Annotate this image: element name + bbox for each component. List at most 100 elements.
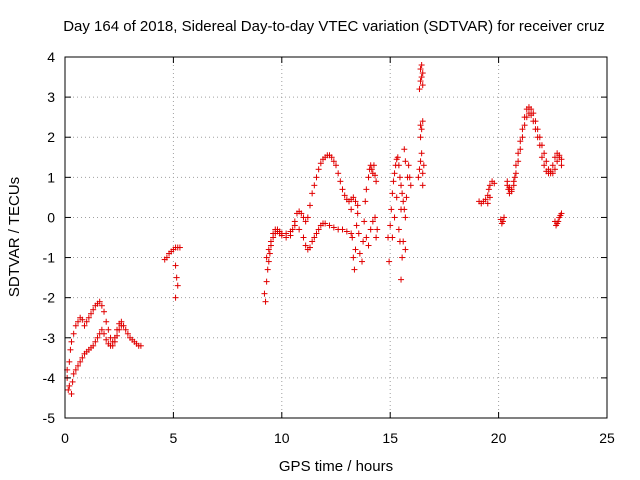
data-point [262, 298, 269, 305]
data-point [341, 192, 348, 199]
data-point [309, 238, 316, 245]
y-tick-label: 4 [47, 49, 55, 65]
data-point [176, 244, 183, 251]
data-point [394, 154, 401, 161]
data-point [330, 158, 337, 165]
data-point [555, 218, 562, 225]
data-point [419, 118, 426, 125]
data-point [499, 218, 506, 225]
data-point [528, 112, 535, 119]
data-point [326, 222, 333, 229]
data-point [66, 358, 73, 365]
data-point [417, 122, 424, 129]
data-point [263, 254, 270, 261]
y-tick-label: 2 [47, 129, 55, 145]
data-point [399, 254, 406, 261]
data-point [389, 190, 396, 197]
data-point [391, 214, 398, 221]
data-point [296, 226, 303, 233]
data-point [419, 82, 426, 89]
data-point [109, 342, 116, 349]
data-point [396, 174, 403, 181]
data-point [298, 210, 305, 217]
data-point [352, 198, 359, 205]
data-point [313, 230, 320, 237]
data-point [266, 250, 273, 257]
data-point [350, 194, 357, 201]
data-point [302, 242, 309, 249]
data-point [515, 150, 522, 157]
x-tick-label: 5 [170, 430, 178, 446]
data-point [79, 354, 86, 361]
data-point [174, 282, 181, 289]
data-point [398, 206, 405, 213]
data-point [387, 222, 394, 229]
y-tick-label: 0 [47, 209, 55, 225]
data-point [508, 186, 515, 193]
y-tick-label: -1 [43, 250, 56, 266]
data-point [485, 186, 492, 193]
data-point [372, 172, 379, 179]
data-point [122, 326, 129, 333]
data-point [416, 166, 423, 173]
data-point [349, 234, 356, 241]
data-point [111, 338, 118, 345]
data-point [401, 146, 408, 153]
data-point [547, 168, 554, 175]
y-tick-label: 1 [47, 169, 55, 185]
data-point [263, 278, 270, 285]
data-point [351, 266, 358, 273]
data-point [267, 238, 274, 245]
data-point [415, 174, 422, 181]
data-point [406, 174, 413, 181]
data-point [352, 246, 359, 253]
data-point [69, 378, 76, 385]
data-point [68, 338, 75, 345]
y-tick-label: 3 [47, 89, 55, 105]
data-point [75, 318, 82, 325]
x-tick-label: 10 [274, 430, 290, 446]
data-point [264, 266, 271, 273]
data-point [348, 230, 355, 237]
data-point [291, 222, 298, 229]
y-tick-label: -2 [43, 290, 56, 306]
data-point [418, 126, 425, 133]
data-point [482, 196, 489, 203]
data-point [361, 218, 368, 225]
data-point [163, 254, 170, 261]
data-point [407, 182, 414, 189]
data-point [373, 234, 380, 241]
data-point [65, 386, 72, 393]
data-point [418, 62, 425, 69]
data-point [315, 226, 322, 233]
data-point [311, 182, 318, 189]
y-tick-labels: -5 -4 -3 -2 -1 0 1 2 3 4 [43, 49, 56, 426]
data-point [270, 230, 277, 237]
data-point [337, 178, 344, 185]
data-point [398, 276, 405, 283]
data-point [521, 122, 528, 129]
data-point [306, 244, 313, 251]
data-point [402, 158, 409, 165]
axis-ticks [64, 56, 608, 419]
x-axis-label: GPS time / hours [279, 458, 393, 475]
data-point [300, 234, 307, 241]
data-point [523, 114, 530, 121]
x-tick-label: 20 [491, 430, 507, 446]
data-point [365, 242, 372, 249]
data-point [313, 174, 320, 181]
data-point [172, 294, 179, 301]
data-point [92, 338, 99, 345]
data-point [317, 160, 324, 167]
data-point [536, 142, 543, 149]
data-point [356, 250, 363, 257]
data-point [512, 170, 519, 177]
data-point [419, 170, 426, 177]
data-point [504, 178, 511, 185]
data-point [558, 210, 565, 217]
data-point [511, 174, 518, 181]
data-point [333, 162, 339, 169]
data-point [67, 346, 74, 353]
data-point [118, 322, 125, 329]
data-point [265, 258, 272, 265]
